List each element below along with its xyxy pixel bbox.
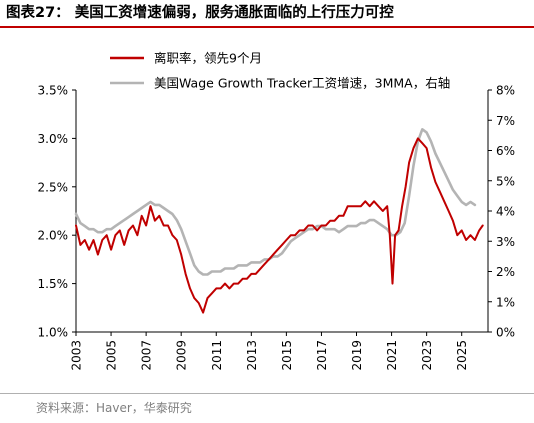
left-axis-ticks: 1.0% 1.5% 2.0% 2.5% 3.0% 3.5% — [38, 84, 76, 340]
x-tick-label: 2025 — [455, 340, 469, 371]
right-tick-label: 6% — [496, 144, 515, 158]
right-tick-label: 2% — [496, 265, 515, 279]
right-tick-label: 3% — [496, 235, 515, 249]
left-tick-label: 3.0% — [38, 132, 69, 146]
series-line-quit-rate — [75, 137, 484, 314]
x-tick-label: 2007 — [140, 340, 154, 371]
left-tick-label: 1.0% — [38, 326, 69, 340]
left-tick-label: 2.5% — [38, 180, 69, 194]
right-tick-label: 8% — [496, 84, 515, 98]
series-line-wage-growth — [74, 128, 477, 276]
series-layer — [74, 128, 484, 314]
right-tick-label: 1% — [496, 295, 515, 309]
left-tick-label: 2.0% — [38, 229, 69, 243]
x-tick-label: 2005 — [105, 340, 119, 371]
right-tick-label: 4% — [496, 205, 515, 219]
line-chart: 1.0% 1.5% 2.0% 2.5% 3.0% 3.5% 0% 1% 2% 3% 4% 5% 6% 7… — [38, 51, 516, 371]
right-tick-label: 0% — [496, 326, 515, 340]
left-tick-label: 3.5% — [38, 84, 69, 98]
x-tick-label: 2015 — [280, 340, 294, 371]
right-tick-label: 7% — [496, 114, 515, 128]
x-tick-label: 2017 — [315, 340, 329, 371]
right-axis-ticks: 0% 1% 2% 3% 4% 5% 6% 7% 8% — [488, 84, 515, 340]
x-tick-label: 2019 — [350, 340, 364, 371]
legend-label-quit-rate: 离职率，领先9个月 — [154, 51, 262, 66]
x-tick-label: 2009 — [175, 340, 189, 371]
x-tick-label: 2021 — [385, 340, 399, 371]
x-axis-ticks: 2003 2005 2007 2009 2011 2013 2015 2017 2019 2021… — [70, 332, 469, 371]
legend: 离职率，领先9个月 美国Wage Growth Tracker工资增速，3MMA… — [110, 51, 450, 91]
left-tick-label: 1.5% — [38, 277, 69, 291]
title-divider — [0, 26, 534, 28]
chart-title: 图表27： 美国工资增速偏弱，服务通胀面临的上行压力可控 — [6, 5, 394, 21]
right-tick-label: 5% — [496, 174, 515, 188]
x-tick-label: 2013 — [245, 340, 259, 371]
source-divider — [0, 393, 534, 394]
x-tick-label: 2003 — [70, 340, 84, 371]
legend-label-wage-growth: 美国Wage Growth Tracker工资增速，3MMA，右轴 — [154, 76, 450, 91]
x-tick-label: 2023 — [420, 340, 434, 371]
x-tick-label: 2011 — [210, 340, 224, 371]
source-note: 资料来源：Haver，华泰研究 — [36, 401, 192, 415]
